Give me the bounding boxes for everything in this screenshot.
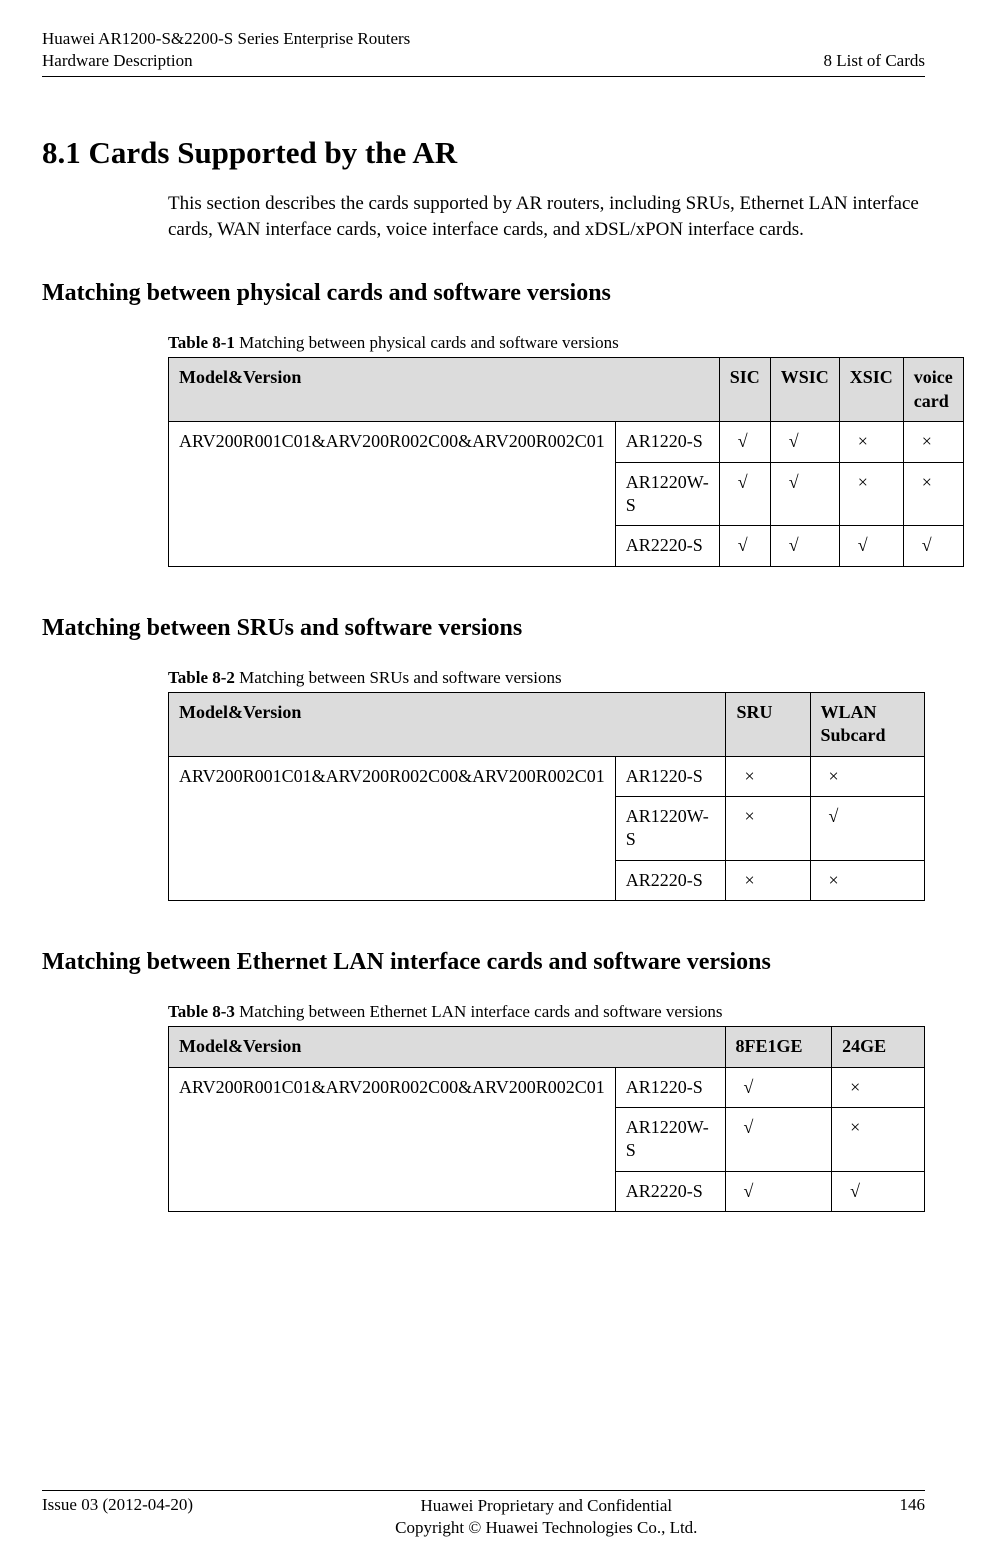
cell-model: AR2220-S bbox=[615, 860, 726, 900]
subheading-physical-cards: Matching between physical cards and soft… bbox=[42, 280, 925, 307]
header-product: Huawei AR1200-S&2200-S Series Enterprise… bbox=[42, 28, 410, 50]
cell-value: × bbox=[832, 1107, 925, 1171]
table-8-3-caption-text: Matching between Ethernet LAN interface … bbox=[235, 1002, 723, 1021]
subheading-ethernet-lan: Matching between Ethernet LAN interface … bbox=[42, 949, 925, 976]
cell-value: √ bbox=[725, 1171, 832, 1211]
footer-issue-date: Issue 03 (2012-04-20) bbox=[42, 1495, 193, 1539]
cell-value: √ bbox=[903, 526, 963, 566]
cell-version: ARV200R001C01&ARV200R002C00&ARV200R002C0… bbox=[169, 756, 616, 901]
intro-paragraph: This section describes the cards support… bbox=[168, 191, 925, 242]
table-8-1: Model&Version SIC WSIC XSIC voice card A… bbox=[168, 357, 964, 566]
section-title: 8.1 Cards Supported by the AR bbox=[42, 135, 925, 171]
table-8-2-caption: Table 8-2 Matching between SRUs and soft… bbox=[168, 668, 925, 688]
col-xsic: XSIC bbox=[839, 358, 903, 422]
footer-page-number: 146 bbox=[899, 1495, 925, 1539]
table-header-row: Model&Version 8FE1GE 24GE bbox=[169, 1027, 925, 1067]
col-8fe1ge: 8FE1GE bbox=[725, 1027, 832, 1067]
col-wsic: WSIC bbox=[770, 358, 839, 422]
table-header-row: Model&Version SIC WSIC XSIC voice card bbox=[169, 358, 964, 422]
table-8-3-caption: Table 8-3 Matching between Ethernet LAN … bbox=[168, 1002, 925, 1022]
cell-value: × bbox=[832, 1067, 925, 1107]
cell-value: × bbox=[839, 422, 903, 462]
cell-model: AR1220W-S bbox=[615, 796, 726, 860]
cell-model: AR1220W-S bbox=[615, 462, 719, 526]
table-8-2-number: Table 8-2 bbox=[168, 668, 235, 687]
header-chapter: 8 List of Cards bbox=[823, 50, 925, 72]
cell-value: √ bbox=[810, 796, 924, 860]
cell-model: AR1220-S bbox=[615, 1067, 725, 1107]
cell-value: × bbox=[726, 756, 810, 796]
cell-value: √ bbox=[719, 462, 770, 526]
cell-value: √ bbox=[725, 1107, 832, 1171]
cell-value: × bbox=[726, 860, 810, 900]
cell-version: ARV200R001C01&ARV200R002C00&ARV200R002C0… bbox=[169, 422, 616, 567]
cell-model: AR1220-S bbox=[615, 756, 726, 796]
cell-model: AR2220-S bbox=[615, 526, 719, 566]
header-doc-type: Hardware Description bbox=[42, 50, 410, 72]
table-8-1-number: Table 8-1 bbox=[168, 333, 235, 352]
table-header-row: Model&Version SRU WLAN Subcard bbox=[169, 692, 925, 756]
footer-confidential: Huawei Proprietary and Confidential bbox=[395, 1495, 697, 1517]
table-8-2-caption-text: Matching between SRUs and software versi… bbox=[235, 668, 562, 687]
col-24ge: 24GE bbox=[832, 1027, 925, 1067]
table-8-2: Model&Version SRU WLAN Subcard ARV200R00… bbox=[168, 692, 925, 901]
cell-value: √ bbox=[839, 526, 903, 566]
cell-value: × bbox=[810, 756, 924, 796]
cell-value: √ bbox=[832, 1171, 925, 1211]
col-sic: SIC bbox=[719, 358, 770, 422]
cell-value: √ bbox=[725, 1067, 832, 1107]
cell-value: √ bbox=[770, 462, 839, 526]
col-model-version: Model&Version bbox=[169, 1027, 726, 1067]
cell-value: √ bbox=[770, 526, 839, 566]
cell-value: × bbox=[839, 462, 903, 526]
cell-value: × bbox=[726, 796, 810, 860]
page-footer: Issue 03 (2012-04-20) Huawei Proprietary… bbox=[42, 1490, 925, 1539]
header-left: Huawei AR1200-S&2200-S Series Enterprise… bbox=[42, 28, 410, 72]
col-sru: SRU bbox=[726, 692, 810, 756]
col-model-version: Model&Version bbox=[169, 692, 726, 756]
cell-value: × bbox=[810, 860, 924, 900]
table-8-1-caption: Table 8-1 Matching between physical card… bbox=[168, 333, 925, 353]
cell-value: √ bbox=[770, 422, 839, 462]
cell-value: × bbox=[903, 462, 963, 526]
cell-model: AR1220-S bbox=[615, 422, 719, 462]
footer-center: Huawei Proprietary and Confidential Copy… bbox=[395, 1495, 697, 1539]
page-header: Huawei AR1200-S&2200-S Series Enterprise… bbox=[42, 28, 925, 77]
footer-copyright: Copyright © Huawei Technologies Co., Ltd… bbox=[395, 1517, 697, 1539]
cell-version: ARV200R001C01&ARV200R002C00&ARV200R002C0… bbox=[169, 1067, 616, 1212]
col-model-version: Model&Version bbox=[169, 358, 720, 422]
cell-model: AR2220-S bbox=[615, 1171, 725, 1211]
cell-value: × bbox=[903, 422, 963, 462]
cell-model: AR1220W-S bbox=[615, 1107, 725, 1171]
col-wlan-subcard: WLAN Subcard bbox=[810, 692, 924, 756]
table-8-1-caption-text: Matching between physical cards and soft… bbox=[235, 333, 619, 352]
table-row: ARV200R001C01&ARV200R002C00&ARV200R002C0… bbox=[169, 1067, 925, 1107]
table-8-3: Model&Version 8FE1GE 24GE ARV200R001C01&… bbox=[168, 1026, 925, 1212]
subheading-srus: Matching between SRUs and software versi… bbox=[42, 615, 925, 642]
table-row: ARV200R001C01&ARV200R002C00&ARV200R002C0… bbox=[169, 422, 964, 462]
cell-value: √ bbox=[719, 422, 770, 462]
table-8-3-number: Table 8-3 bbox=[168, 1002, 235, 1021]
col-voice-card: voice card bbox=[903, 358, 963, 422]
table-row: ARV200R001C01&ARV200R002C00&ARV200R002C0… bbox=[169, 756, 925, 796]
cell-value: √ bbox=[719, 526, 770, 566]
